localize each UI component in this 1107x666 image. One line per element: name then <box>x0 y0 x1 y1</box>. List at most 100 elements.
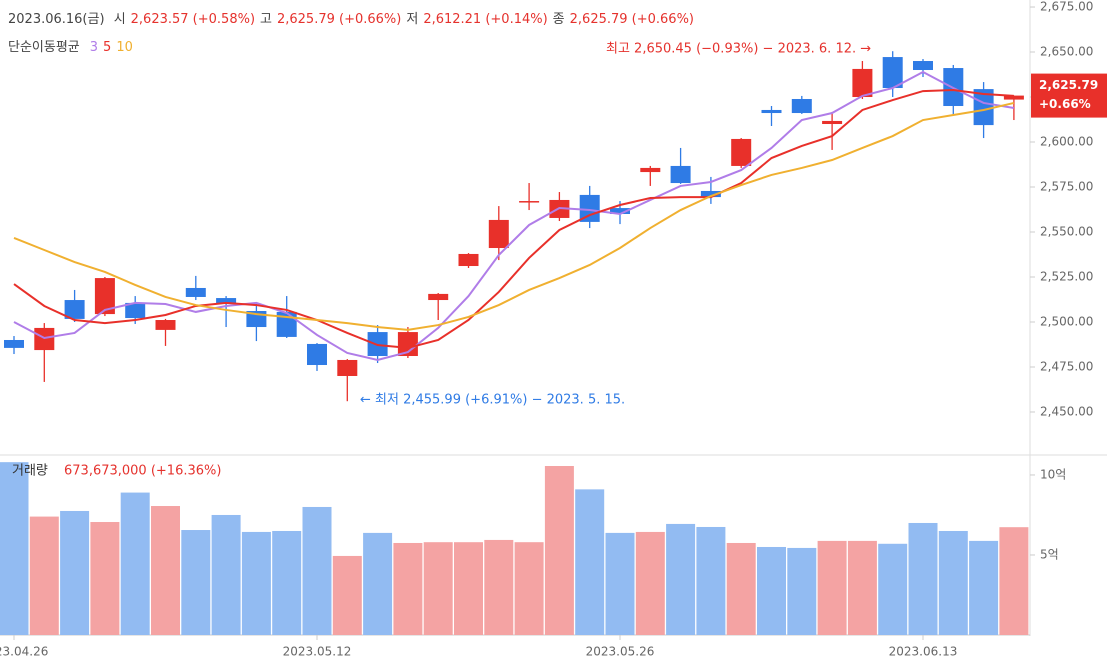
volume-bar <box>272 530 302 635</box>
moving-average <box>13 88 1014 349</box>
volume-bar <box>817 540 847 635</box>
volume-bar <box>726 542 756 635</box>
volume-bar <box>787 547 817 635</box>
volume-bar <box>90 522 120 635</box>
candle-body <box>822 120 843 125</box>
y-tick-label: 2,525.00 <box>1040 269 1093 283</box>
candle-body <box>307 343 327 366</box>
candle-body <box>852 68 873 98</box>
candle-body <box>458 253 479 267</box>
volume-bar <box>908 522 938 635</box>
volume-bar <box>302 506 332 635</box>
candle-body <box>973 89 994 126</box>
low-annotation: ← 최저 2,455.99 (+6.91%) − 2023. 5. 15. <box>360 393 625 408</box>
ma-legend-item: 3 <box>89 40 99 55</box>
ma-legend-item: 5 <box>103 40 112 55</box>
volume-bar <box>181 530 211 635</box>
volume-bar <box>363 532 393 635</box>
volume-value: 673,673,000 (+16.36%) <box>64 464 221 479</box>
volume-bar <box>29 516 59 635</box>
volume-bar <box>666 523 696 635</box>
candle-body <box>670 165 691 184</box>
candle-body <box>337 359 358 376</box>
ohlc-label: 고 <box>260 12 272 27</box>
candle-body <box>731 138 752 166</box>
volume-bar <box>393 542 423 635</box>
x-tick-label: 2023.06.13 <box>889 645 958 659</box>
y-tick-label: 2,475.00 <box>1040 359 1093 373</box>
candle-body <box>1003 95 1024 100</box>
high-annotation: 최고 2,650.45 (−0.93%) − 2023. 6. 12. → <box>606 42 871 57</box>
volume-bar <box>878 543 908 635</box>
ma-legend-item: 10 <box>116 40 133 55</box>
volume-bar <box>757 546 786 635</box>
volume-bar <box>575 489 605 635</box>
y-tick-label: 2,575.00 <box>1040 180 1093 194</box>
volume-bar <box>241 531 271 635</box>
volume-bar <box>120 492 150 635</box>
y-tick-label: 2,550.00 <box>1040 224 1093 238</box>
volume-bar <box>60 510 90 635</box>
volume-bar <box>423 542 453 635</box>
candle-body <box>488 219 509 249</box>
x-tick-label: 2023.04.26 <box>0 645 48 659</box>
candle-body <box>579 194 600 222</box>
ohlc-value: 2,625.79 (+0.66%) <box>569 12 694 27</box>
candle-body <box>216 298 237 304</box>
ma-items: 3 5 10 <box>85 40 133 55</box>
volume-bar <box>938 530 968 635</box>
candle-body <box>610 208 630 215</box>
y-tick-label: 2,600.00 <box>1040 135 1093 149</box>
volume-bar <box>969 540 999 635</box>
last-price-box <box>1031 73 1107 118</box>
candle-body <box>4 339 24 348</box>
ohlc-value: 2,625.79 (+0.66%) <box>276 12 402 27</box>
last-price: 2,625.79 <box>1039 78 1098 92</box>
volume-bar <box>514 542 544 635</box>
x-tick-label: 2023.05.26 <box>586 645 655 659</box>
candle-body <box>125 302 146 319</box>
candle-body <box>64 300 85 319</box>
last-change: +0.66% <box>1039 97 1091 111</box>
candle-body <box>700 190 721 198</box>
ohlc-label: 시 <box>113 12 126 27</box>
volume-bar <box>544 466 574 635</box>
y-tick-label: 10억 <box>1040 467 1066 481</box>
volume-bar <box>635 531 665 635</box>
volume-bar <box>605 532 635 635</box>
volume-bar <box>211 514 241 635</box>
ma-legend: 단순이동평균 3 5 10 <box>8 36 138 55</box>
ohlc: 시 2,623.57 (+0.58%) 고 2,625.79 (+0.66%) 저 2,6… <box>114 12 699 27</box>
candle-body <box>397 332 418 357</box>
moving-average <box>13 70 1015 361</box>
candle-body <box>428 293 449 301</box>
candle-body <box>640 167 661 173</box>
volume-bar <box>332 555 362 635</box>
volume-bar <box>151 506 180 635</box>
y-tick-label: 2,675.00 <box>1040 0 1093 14</box>
volume-bar <box>0 462 29 635</box>
volume-title: 거래량 <box>12 464 48 479</box>
candle-body <box>519 201 540 203</box>
candle-body <box>94 278 115 315</box>
candle-body <box>913 61 933 71</box>
moving-average <box>13 101 1015 331</box>
candle-body <box>882 57 903 89</box>
volume-bar <box>999 527 1029 635</box>
ohlc-label: 저 <box>406 12 419 27</box>
y-tick-label: 2,450.00 <box>1040 404 1093 418</box>
header: 2023.06.16(금) 시 2,623.57 (+0.58%) 고 2,625.7… <box>8 8 704 27</box>
date: 2023.06.16(금) <box>8 12 105 27</box>
candle-body <box>185 287 206 297</box>
volume-bar <box>454 542 483 635</box>
y-tick-label: 2,500.00 <box>1040 314 1093 328</box>
candle-body <box>791 98 812 114</box>
ohlc-label: 종 <box>552 12 565 27</box>
candle-body <box>155 320 176 330</box>
ohlc-value: 2,612.21 (+0.14%) <box>423 12 548 27</box>
candle-body <box>761 109 782 114</box>
volume-bar <box>484 539 514 635</box>
y-tick-label: 2,650.00 <box>1040 45 1093 59</box>
